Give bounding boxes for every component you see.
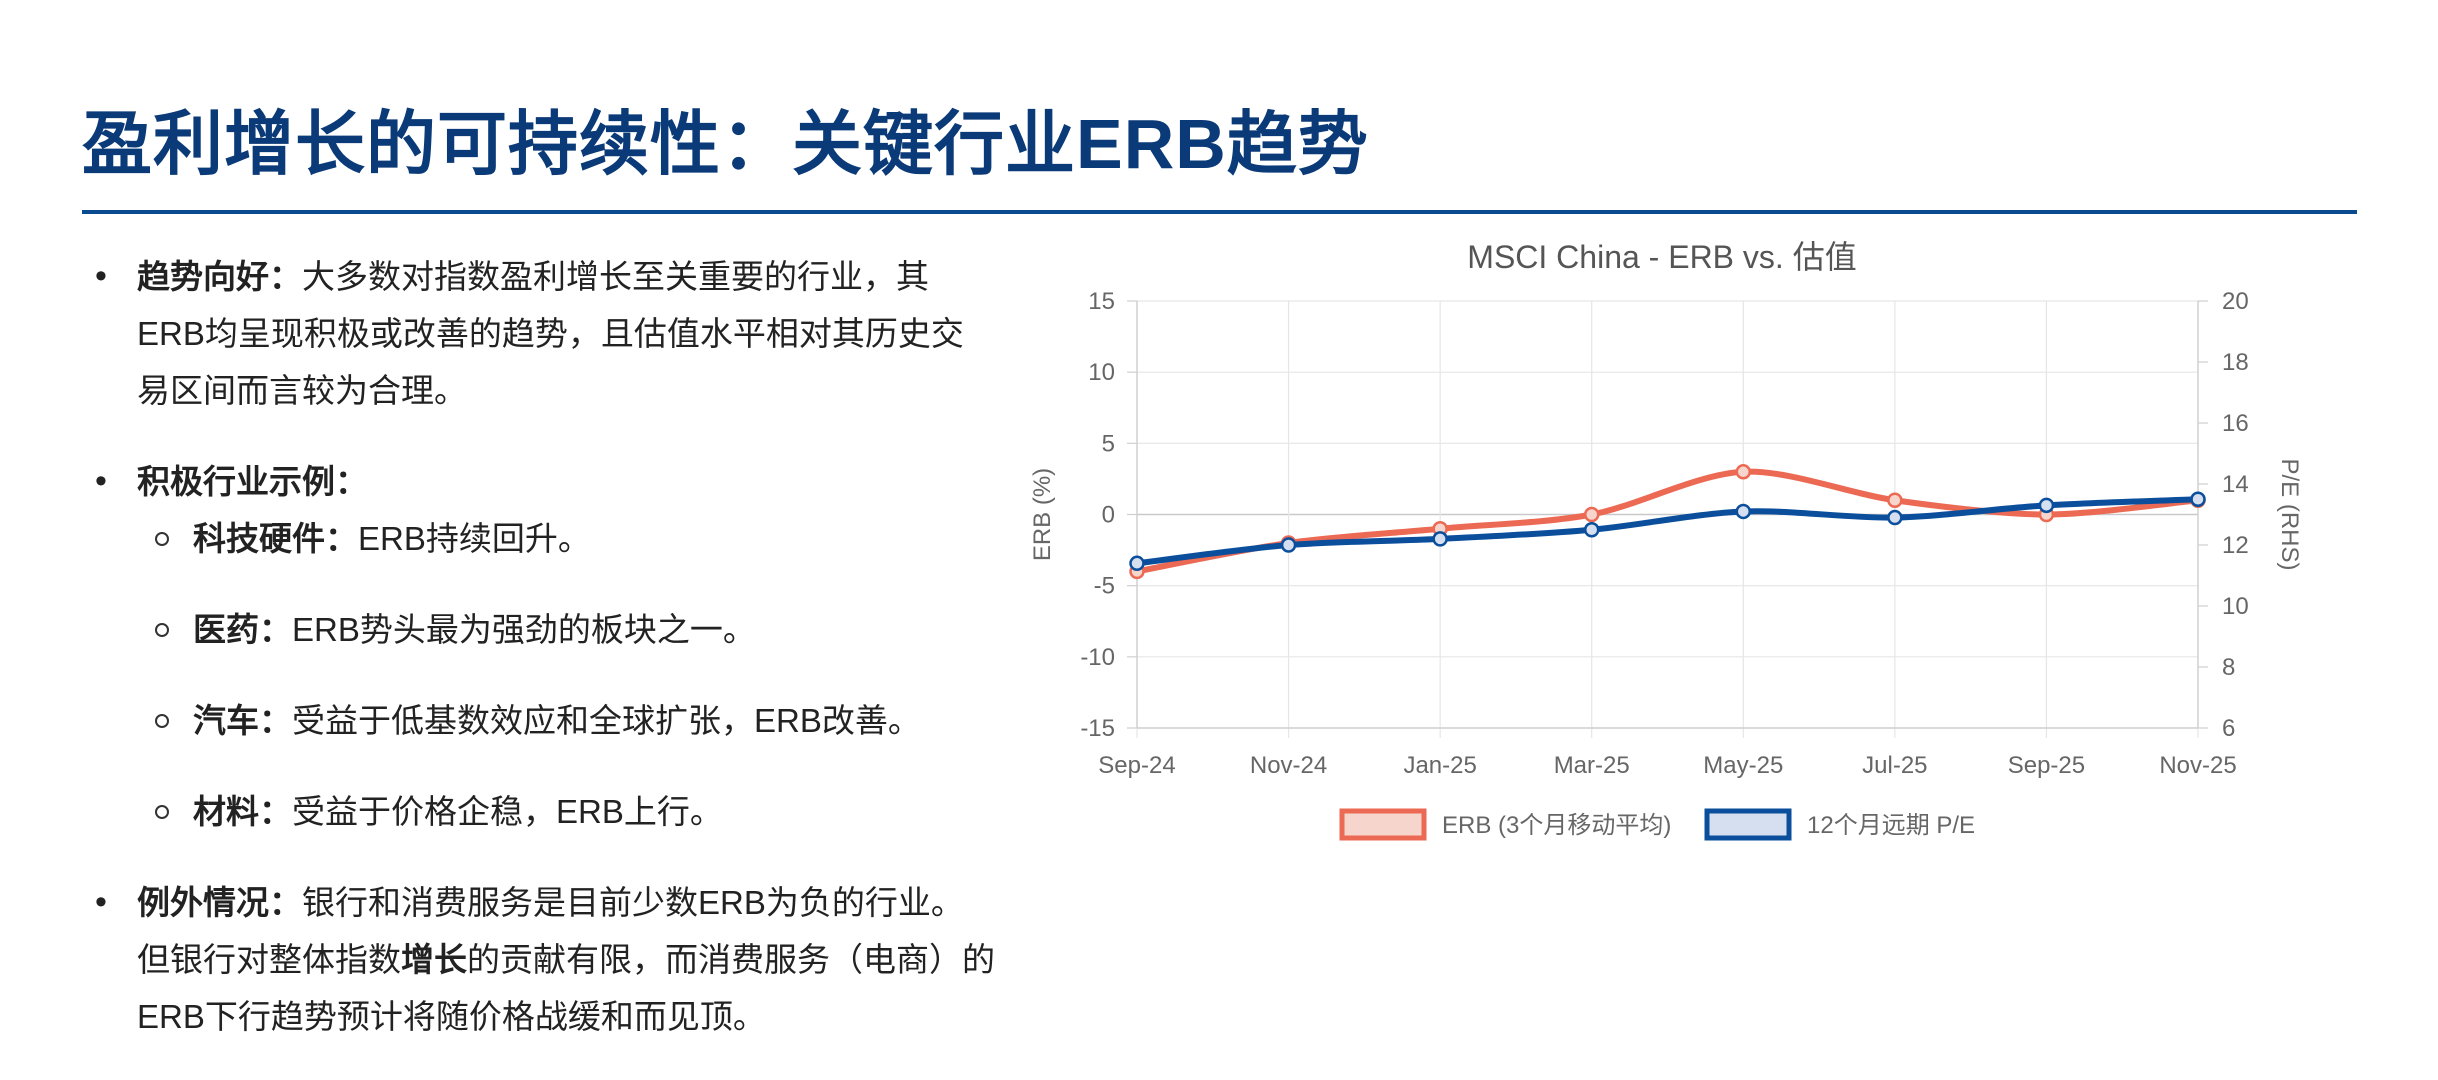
series-point-1 bbox=[1129, 555, 1145, 572]
y-tick-label: -5 bbox=[1094, 573, 1115, 600]
bullet-trend-label: 趋势向好： bbox=[137, 258, 302, 295]
bullet-positive-sectors: 积极行业示例： bbox=[95, 453, 995, 510]
x-tick-label: Sep-25 bbox=[2008, 752, 2085, 779]
x-tick-label: Jul-25 bbox=[1862, 752, 1927, 779]
bullet-positive-label: 积极行业示例： bbox=[137, 463, 368, 500]
y2-tick-label: 6 bbox=[2222, 715, 2235, 742]
page-title: 盈利增长的可持续性：关键行业ERB趋势 bbox=[82, 105, 1369, 183]
sub-item-tech: 科技硬件：ERB持续回升。 bbox=[95, 510, 995, 567]
title-divider bbox=[82, 210, 2357, 214]
chart-title: MSCI China - ERB vs. 估值 bbox=[1467, 239, 1856, 275]
y2-tick-label: 20 bbox=[2222, 288, 2249, 315]
series-point-1 bbox=[1432, 531, 1448, 547]
legend-label-1: 12个月远期 P/E bbox=[1807, 812, 1975, 839]
bullet-trend: 趋势向好：大多数对指数盈利增长至关重要的行业，其ERB均呈现积极或改善的趋势，且… bbox=[95, 248, 995, 419]
sub-item-text: ERB势头最为强劲的板块之一。 bbox=[292, 611, 756, 648]
y2-tick-label: 16 bbox=[2222, 410, 2249, 437]
sub-item-materials: 材料：受益于价格企稳，ERB上行。 bbox=[95, 783, 995, 840]
bullet-exceptions-bold: 增长 bbox=[401, 941, 467, 978]
x-tick-label: Sep-24 bbox=[1098, 752, 1175, 779]
y-tick-label: 5 bbox=[1102, 430, 1115, 457]
series-point-1 bbox=[1280, 537, 1297, 553]
sub-item-text: 受益于价格企稳，ERB上行。 bbox=[292, 793, 723, 830]
x-tick-label: Jan-25 bbox=[1403, 752, 1476, 779]
legend-label-0: ERB (3个月移动平均) bbox=[1442, 812, 1671, 839]
bullet-exceptions: 例外情况：银行和消费服务是目前少数ERB为负的行业。但银行对整体指数增长的贡献有… bbox=[95, 874, 995, 1045]
series-line-1 bbox=[1134, 496, 2201, 567]
legend-swatch-1 bbox=[1704, 808, 1792, 841]
series-point-1 bbox=[2038, 497, 2055, 514]
sub-item-label: 汽车： bbox=[193, 702, 292, 739]
y-axis-title: ERB (%) bbox=[1029, 468, 1056, 561]
bullet-exceptions-text-a: 银行和消费服务是目前少数ERB为负的行业。但银行对整体指数 bbox=[137, 884, 964, 978]
series-point-0 bbox=[1887, 492, 1903, 509]
series-point-0 bbox=[1583, 506, 1600, 523]
series-point-1 bbox=[1583, 522, 1600, 538]
sub-item-label: 科技硬件： bbox=[193, 520, 358, 557]
y2-tick-label: 10 bbox=[2222, 593, 2249, 620]
series-point-0 bbox=[1735, 464, 1752, 480]
y2-tick-label: 12 bbox=[2222, 532, 2249, 559]
x-tick-label: Nov-24 bbox=[1250, 752, 1327, 779]
bullet-trend-text: 大多数对指数盈利增长至关重要的行业，其ERB均呈现积极或改善的趋势，且估值水平相… bbox=[137, 258, 964, 409]
series-point-1 bbox=[1735, 503, 1752, 520]
legend-swatch-0 bbox=[1339, 808, 1427, 841]
sub-item-text: ERB持续回升。 bbox=[358, 520, 591, 557]
sub-item-label: 材料： bbox=[193, 793, 292, 830]
bullet-list: 趋势向好：大多数对指数盈利增长至关重要的行业，其ERB均呈现积极或改善的趋势，且… bbox=[95, 248, 995, 1045]
y-tick-label: 0 bbox=[1102, 502, 1115, 529]
y-tick-label: -15 bbox=[1080, 715, 1115, 742]
series-line-0 bbox=[1134, 468, 2201, 575]
x-tick-label: Nov-25 bbox=[2159, 752, 2236, 779]
sub-item-label: 医药： bbox=[193, 611, 292, 648]
y2-tick-label: 8 bbox=[2222, 654, 2235, 681]
y-tick-label: -10 bbox=[1080, 644, 1115, 671]
sub-item-text: 受益于低基数效应和全球扩张，ERB改善。 bbox=[292, 702, 921, 739]
y2-axis-title: P/E (RHS) bbox=[2276, 458, 2303, 570]
y2-tick-label: 14 bbox=[2222, 471, 2249, 498]
bullet-exceptions-text-b: 的贡献有限，而消费服务（电商）的ERB下行趋势预计将随价格战缓和而见顶。 bbox=[137, 941, 995, 1035]
sub-item-auto: 汽车：受益于低基数效应和全球扩张，ERB改善。 bbox=[95, 692, 995, 749]
x-tick-label: May-25 bbox=[1703, 752, 1783, 779]
sub-item-pharma: 医药：ERB势头最为强劲的板块之一。 bbox=[95, 601, 995, 658]
erb-pe-chart: MSCI China - ERB vs. 估值 15 10 5 0 -5 -10 -15 20 1… bbox=[1029, 239, 2303, 841]
bullet-exceptions-label: 例外情况： bbox=[137, 884, 302, 921]
y-tick-label: 10 bbox=[1088, 359, 1115, 386]
series-point-1 bbox=[2190, 491, 2206, 507]
y2-tick-label: 18 bbox=[2222, 349, 2249, 376]
y-tick-label: 15 bbox=[1088, 288, 1115, 315]
series-point-1 bbox=[1887, 509, 1903, 526]
x-tick-label: Mar-25 bbox=[1554, 752, 1630, 779]
